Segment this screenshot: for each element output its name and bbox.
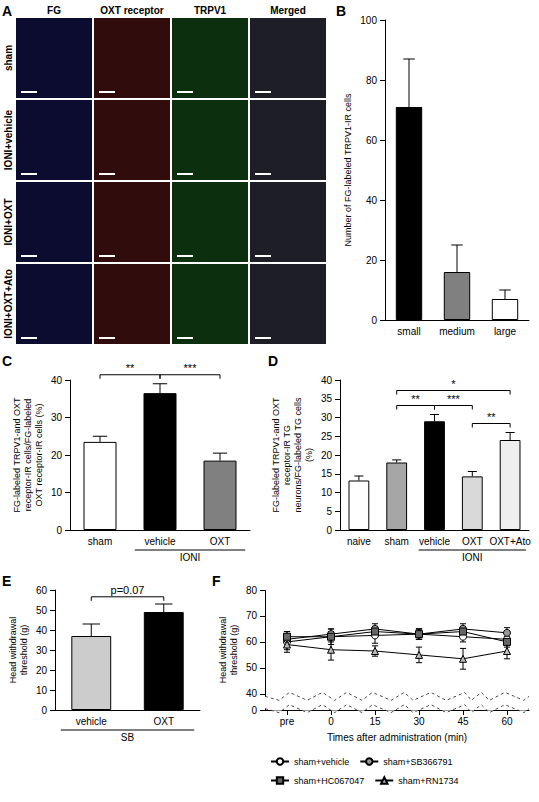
- svg-text:40: 40: [321, 375, 333, 386]
- svg-text:20: 20: [36, 665, 48, 676]
- svg-text:Head withdrawal: Head withdrawal: [8, 617, 18, 684]
- svg-text:60: 60: [246, 636, 258, 647]
- svg-text:0: 0: [251, 705, 257, 716]
- svg-text:IONI+OXT: IONI+OXT: [3, 199, 14, 246]
- svg-text:sham: sham: [88, 536, 112, 547]
- svg-text:40: 40: [36, 625, 48, 636]
- svg-text:sham: sham: [3, 45, 14, 71]
- svg-text:A: A: [2, 3, 12, 19]
- svg-text:15: 15: [321, 468, 333, 479]
- svg-text:FG-labeled TRPV1-and OXT: FG-labeled TRPV1-and OXT: [12, 397, 22, 512]
- svg-text:FG-labeled TRPV1-and OXT: FG-labeled TRPV1-and OXT: [271, 397, 281, 512]
- svg-text:40: 40: [51, 375, 63, 386]
- svg-text:OXT receptor-IR cells (%): OXT receptor-IR cells (%): [34, 404, 44, 507]
- svg-text:E: E: [2, 573, 11, 589]
- svg-text:0: 0: [328, 716, 334, 727]
- svg-text:100: 100: [360, 15, 377, 26]
- svg-text:0: 0: [41, 705, 47, 716]
- svg-text:OXT: OXT: [462, 536, 483, 547]
- svg-text:30: 30: [36, 645, 48, 656]
- svg-text:*: *: [451, 378, 456, 390]
- svg-text:**: **: [487, 411, 496, 423]
- svg-text:D: D: [268, 353, 278, 369]
- svg-text:pre: pre: [280, 716, 295, 727]
- svg-text:receptor-IR TG: receptor-IR TG: [282, 425, 292, 485]
- svg-text:5: 5: [326, 506, 332, 517]
- svg-text:Merged: Merged: [270, 5, 306, 16]
- svg-text:OXT receptor: OXT receptor: [100, 5, 163, 16]
- svg-text:10: 10: [51, 487, 63, 498]
- svg-text:medium: medium: [439, 326, 475, 337]
- svg-text:p=0.07: p=0.07: [111, 584, 145, 596]
- svg-text:SB: SB: [121, 732, 135, 743]
- svg-text:30: 30: [321, 412, 333, 423]
- svg-text:threshold (g): threshold (g): [229, 625, 239, 676]
- svg-text:**: **: [411, 393, 420, 405]
- svg-text:30: 30: [51, 412, 63, 423]
- svg-text:Number of FG-labeled TRPV1-IR: Number of FG-labeled TRPV1-IR cells: [343, 93, 353, 246]
- svg-text:neurons/FG-labeled TG cells: neurons/FG-labeled TG cells: [293, 397, 303, 512]
- svg-text:C: C: [2, 353, 12, 369]
- svg-text:sham: sham: [384, 536, 408, 547]
- svg-text:Head withdrawal: Head withdrawal: [218, 617, 228, 684]
- svg-text:vehicle: vehicle: [76, 716, 108, 727]
- svg-text:OXT+Ato: OXT+Ato: [489, 536, 531, 547]
- svg-text:OXT: OXT: [153, 716, 174, 727]
- svg-text:0: 0: [56, 525, 62, 536]
- svg-text:IONI+vehicle: IONI+vehicle: [3, 109, 14, 170]
- svg-text:sham+SB366791: sham+SB366791: [383, 757, 452, 767]
- svg-text:large: large: [494, 326, 517, 337]
- svg-text:10: 10: [321, 487, 333, 498]
- svg-text:OXT: OXT: [210, 536, 231, 547]
- svg-text:70: 70: [246, 610, 258, 621]
- svg-text:45: 45: [457, 716, 469, 727]
- svg-text:B: B: [336, 3, 346, 19]
- svg-text:IONI: IONI: [462, 552, 483, 563]
- svg-text:35: 35: [321, 393, 333, 404]
- svg-text:25: 25: [321, 431, 333, 442]
- svg-text:IONI+OXT+Ato: IONI+OXT+Ato: [3, 269, 14, 338]
- svg-text:receptor-IR cells/FG-labeled: receptor-IR cells/FG-labeled: [23, 399, 33, 512]
- svg-text:FG: FG: [47, 5, 61, 16]
- svg-text:80: 80: [246, 585, 258, 596]
- svg-text:15: 15: [369, 716, 381, 727]
- svg-text:50: 50: [36, 605, 48, 616]
- svg-text:sham+HC067047: sham+HC067047: [294, 776, 364, 786]
- svg-text:IONI: IONI: [180, 552, 201, 563]
- svg-text:vehicle: vehicle: [419, 536, 451, 547]
- svg-text:threshold (g): threshold (g): [19, 625, 29, 676]
- svg-text:***: ***: [184, 362, 198, 374]
- svg-text:sham+RN1734: sham+RN1734: [398, 776, 458, 786]
- svg-text:sham+vehicle: sham+vehicle: [294, 757, 349, 767]
- svg-text:10: 10: [36, 685, 48, 696]
- svg-text:30: 30: [413, 716, 425, 727]
- svg-text:60: 60: [36, 585, 48, 596]
- svg-text:20: 20: [51, 450, 63, 461]
- svg-text:0: 0: [371, 315, 377, 326]
- svg-text:60: 60: [501, 716, 513, 727]
- svg-text:**: **: [126, 362, 135, 374]
- svg-text:***: ***: [447, 393, 461, 405]
- svg-text:0: 0: [326, 525, 332, 536]
- svg-text:TRPV1: TRPV1: [194, 5, 227, 16]
- svg-text:(%): (%): [304, 448, 314, 462]
- svg-text:20: 20: [366, 255, 378, 266]
- svg-text:small: small: [397, 326, 420, 337]
- svg-text:vehicle: vehicle: [144, 536, 176, 547]
- svg-text:50: 50: [246, 662, 258, 673]
- svg-text:F: F: [212, 573, 221, 589]
- svg-text:Times after administration (mi: Times after administration (min): [327, 732, 467, 743]
- svg-text:40: 40: [246, 688, 258, 699]
- svg-text:40: 40: [366, 195, 378, 206]
- svg-text:60: 60: [366, 135, 378, 146]
- svg-text:naive: naive: [347, 536, 371, 547]
- svg-text:20: 20: [321, 450, 333, 461]
- svg-text:80: 80: [366, 75, 378, 86]
